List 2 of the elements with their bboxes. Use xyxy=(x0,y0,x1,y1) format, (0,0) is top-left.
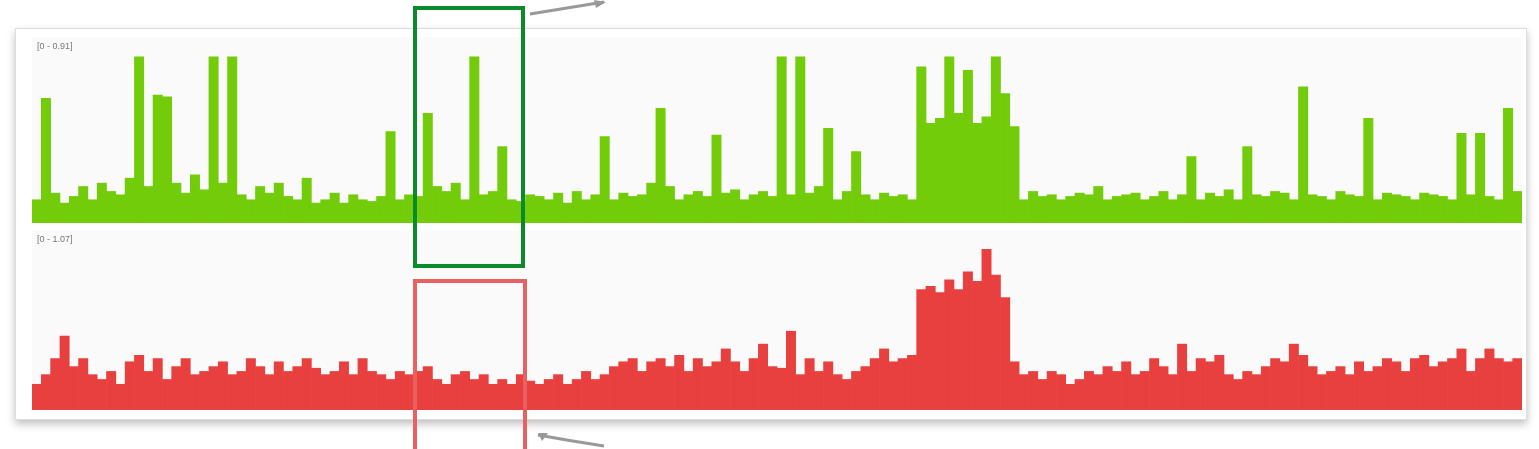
text: [0 - 1.07] xyxy=(37,233,73,244)
text: [0 - 0.91] xyxy=(37,40,73,51)
